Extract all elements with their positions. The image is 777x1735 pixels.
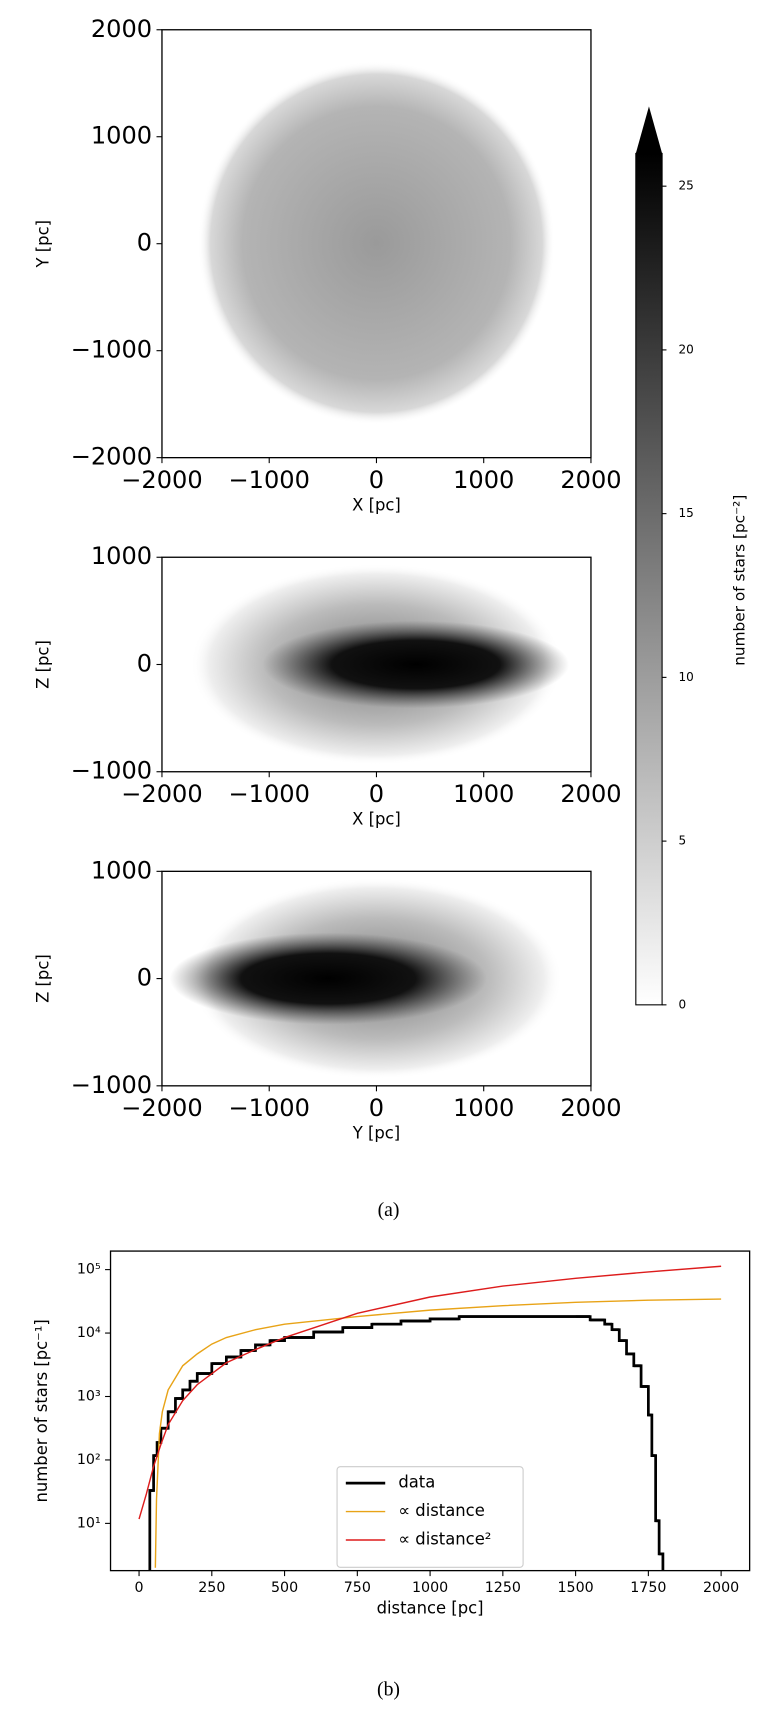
x-tick-label: −1000 [229,1094,310,1122]
y-axis-label: number of stars [pc⁻¹] [32,1319,51,1502]
x-tick-label: 0 [369,466,384,494]
density-core [262,620,570,709]
colorbar-extend [635,106,663,154]
x-tick-label: 750 [344,1580,371,1596]
x-tick-label: 2000 [703,1580,739,1596]
x-tick-label: −1000 [229,466,310,494]
density-image [198,61,555,425]
caption: (a) [378,1199,400,1221]
x-tick-label: 0 [369,1094,384,1122]
x-tick-label: 2000 [560,780,621,808]
x-tick-label: −2000 [121,780,202,808]
x-tick-label: 2000 [560,1094,621,1122]
x-tick-label: 1250 [485,1580,521,1596]
x-tick-label: 1000 [453,780,514,808]
colorbar-tick-label: 20 [679,342,694,356]
y-tick-label: 10⁴ [77,1325,101,1341]
y-axis-label: Y [pc] [33,220,52,268]
y-tick-label: 1000 [91,122,152,150]
x-axis-label: X [pc] [352,809,401,828]
y-axis-label: Z [pc] [33,954,52,1003]
y-tick-label: 10³ [77,1389,101,1405]
y-tick-label: −2000 [71,443,152,471]
y-tick-label: 1000 [91,856,152,884]
colorbar-tick-label: 5 [679,834,687,848]
x-tick-label: −2000 [121,1094,202,1122]
x-tick-label: 1750 [630,1580,666,1596]
y-tick-label: 0 [137,649,152,677]
colorbar [635,152,663,1006]
y-tick-label: 10² [77,1452,101,1468]
plot-area [138,1265,722,1571]
x-tick-label: 1000 [412,1580,448,1596]
y-tick-label: 10¹ [77,1515,101,1531]
step-risers [148,1315,665,1571]
y-tick-label: −1000 [71,336,152,364]
y-tick-label: −1000 [71,1071,152,1099]
y-tick-label: −1000 [71,757,152,785]
x-tick-label: 0 [135,1580,144,1596]
series-line [138,1265,722,1520]
x-tick-label: 1500 [558,1580,594,1596]
legend-label: ∝ distance [398,1501,484,1520]
x-axis-label: distance [pc] [377,1598,484,1617]
x-tick-label: 1000 [453,1094,514,1122]
y-tick-label: 0 [137,964,152,992]
x-tick-label: 1000 [453,466,514,494]
legend-frame [336,1466,524,1568]
colorbar-tick-label: 0 [679,997,687,1011]
x-tick-label: 250 [198,1580,225,1596]
caption: (b) [377,1679,400,1701]
density-core [169,932,487,1025]
x-axis-label: X [pc] [352,495,401,514]
y-tick-label: 2000 [91,15,152,43]
legend-label: data [398,1473,435,1492]
x-tick-label: −1000 [229,780,310,808]
x-axis-label: Y [pc] [352,1123,400,1142]
x-tick-label: −2000 [121,466,202,494]
colorbar-tick-label: 15 [679,506,694,520]
x-tick-label: 2000 [560,466,621,494]
legend-label: ∝ distance² [398,1529,491,1548]
series-line [154,1298,722,1568]
y-tick-label: 1000 [91,542,152,570]
y-tick-label: 10⁵ [77,1262,101,1278]
colorbar-label: number of stars [pc⁻²] [730,495,748,666]
colorbar-tick-label: 10 [679,670,694,684]
x-tick-label: 0 [369,780,384,808]
y-axis-label: Z [pc] [33,640,52,689]
y-tick-label: 0 [137,229,152,257]
colorbar-tick-label: 25 [679,179,694,193]
x-tick-label: 500 [271,1580,298,1596]
